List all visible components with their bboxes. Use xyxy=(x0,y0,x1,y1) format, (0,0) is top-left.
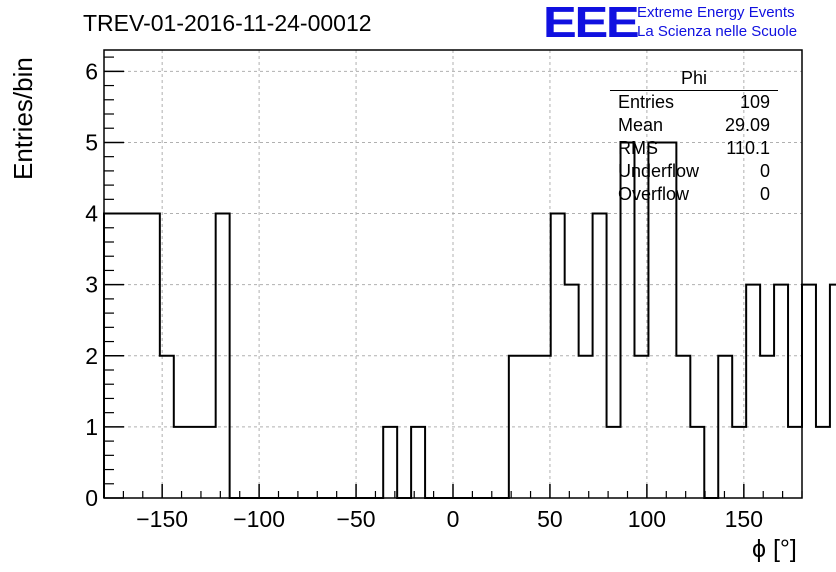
eee-logo-text: Extreme Energy Events La Scienza nelle S… xyxy=(637,3,797,41)
x-tick-label: −50 xyxy=(337,506,376,532)
y-tick-label: 5 xyxy=(85,129,98,155)
y-tick-label: 0 xyxy=(85,485,98,511)
x-tick-label: 150 xyxy=(725,506,763,532)
histogram-bin xyxy=(216,214,230,498)
eee-logo-mark: EEE xyxy=(543,0,640,47)
y-axis-label: Entries/bin xyxy=(8,57,38,180)
x-tick-label: 100 xyxy=(628,506,666,532)
y-tick-label: 6 xyxy=(85,58,98,84)
histogram-bin xyxy=(774,285,788,498)
x-tick-label: 50 xyxy=(537,506,563,532)
stat-value: 0 xyxy=(759,161,770,181)
stat-value: 110.1 xyxy=(726,138,770,158)
stat-label: RMS xyxy=(618,138,658,158)
histogram-bin xyxy=(788,427,802,498)
stat-label: Overflow xyxy=(618,184,690,204)
stat-row-rms: RMS 110.1 xyxy=(610,137,778,160)
y-tick-label: 4 xyxy=(85,201,98,227)
histogram-bin xyxy=(816,427,830,498)
logo-line-1: Extreme Energy Events xyxy=(637,4,795,21)
histogram-bin xyxy=(174,427,188,498)
stat-label: Entries xyxy=(618,92,675,112)
x-tick-label: −100 xyxy=(233,506,285,532)
histogram-bin xyxy=(202,427,216,498)
stat-row-underflow: Underflow 0 xyxy=(610,160,778,183)
stat-value: 109 xyxy=(739,92,770,112)
stat-label: Underflow xyxy=(618,161,700,181)
y-tick-label: 3 xyxy=(85,272,98,298)
histogram-bin xyxy=(690,427,704,498)
axis-tick-labels: −150 −100 −50 0 50 100 150 0 1 2 3 4 5 6 xyxy=(85,58,763,532)
y-tick-label: 1 xyxy=(85,414,98,440)
histogram-bin xyxy=(746,285,760,498)
histogram-bin xyxy=(411,427,425,498)
stats-box: Phi Entries 109 Mean 29.09 RMS 110.1 Underf… xyxy=(610,68,778,206)
logo-line-2: La Scienza nelle Scuole xyxy=(637,23,798,40)
stat-row-overflow: Overflow 0 xyxy=(610,183,778,206)
x-tick-label: 0 xyxy=(447,506,460,532)
stat-value: 29.09 xyxy=(724,115,770,135)
axis-ticks xyxy=(103,56,803,499)
x-axis-label: ϕ [°] xyxy=(752,535,797,563)
stat-label: Mean xyxy=(618,115,664,135)
chart-title: TREV-01-2016-11-24-00012 xyxy=(83,10,372,36)
stat-value: 0 xyxy=(759,184,770,204)
histogram-bin xyxy=(188,427,202,498)
stat-row-mean: Mean 29.09 xyxy=(610,114,778,137)
stats-title: Phi xyxy=(610,68,778,91)
histogram-bin xyxy=(565,285,579,498)
histogram-bin xyxy=(383,427,397,498)
y-tick-label: 2 xyxy=(85,343,98,369)
x-tick-label: −150 xyxy=(136,506,188,532)
histogram-bin xyxy=(802,285,816,498)
histogram-bin xyxy=(607,427,621,498)
stat-row-entries: Entries 109 xyxy=(610,91,778,114)
